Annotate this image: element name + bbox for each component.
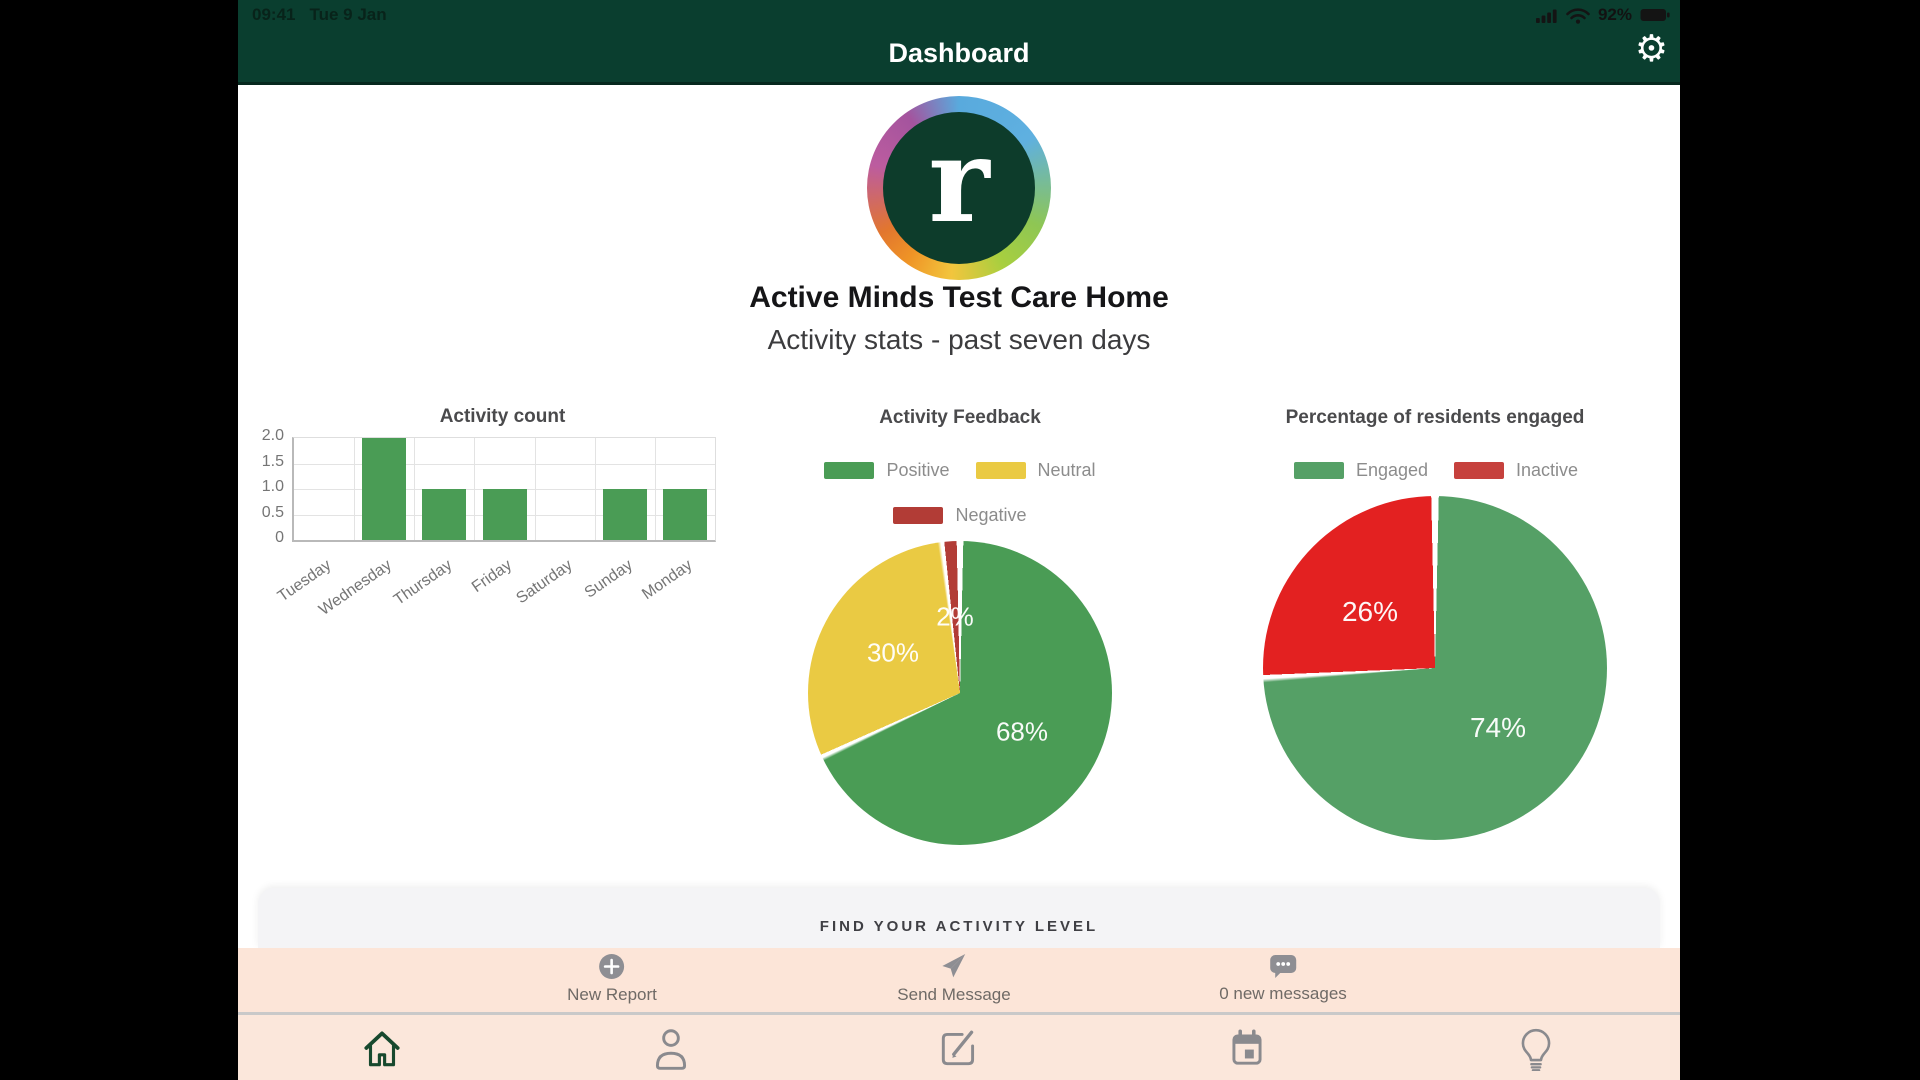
header-bar: 09:41 Tue 9 Jan 92% (238, 0, 1680, 85)
feedback-pie-title: Activity Feedback (879, 407, 1041, 428)
care-home-name: Active Minds Test Care Home (749, 281, 1169, 314)
legend-label: Neutral (1037, 460, 1096, 480)
status-indicators: 92% (1535, 5, 1670, 25)
find-activity-level-heading: FIND YOUR ACTIVITY LEVEL (819, 918, 1099, 935)
legend-item-neutral: Neutral (975, 460, 1096, 481)
stats-subtitle: Activity stats - past seven days (767, 324, 1151, 355)
activity-count-chart: Activity count 2.0 1.5 1.0 0.5 0 Tuesday Wedn… (262, 406, 716, 626)
wifi-icon (1566, 7, 1590, 24)
bar-friday (482, 489, 527, 540)
page-title: Dashboard (888, 38, 1030, 68)
legend-swatch (893, 507, 944, 524)
legend-label: Engaged (1355, 460, 1429, 480)
x-tick-label: Friday (468, 556, 516, 597)
x-tick-label: Monday (639, 556, 696, 604)
status-time: 09:41 (252, 5, 296, 24)
bar-chart-y-axis: 2.0 1.5 1.0 0.5 0 (238, 406, 284, 566)
gridline (294, 463, 715, 465)
bar-chart-x-axis: Tuesday Wednesday Thursday Friday Saturday Su… (275, 549, 713, 619)
bar-chart-plot-area (292, 437, 716, 542)
feedback-pie-chart (808, 541, 1112, 845)
gridline (474, 438, 476, 540)
bottom-tab-bar (238, 1012, 1680, 1080)
plus-circle-icon (599, 954, 625, 979)
y-tick-label: 0 (275, 529, 284, 546)
messages-label: 0 new messages (1219, 984, 1347, 1003)
person-icon (655, 1028, 686, 1070)
cellular-signal-icon (1535, 9, 1557, 23)
status-date: Tue 9 Jan (309, 5, 387, 24)
bar-thursday (422, 489, 467, 540)
legend-label: Inactive (1516, 460, 1579, 480)
engaged-pie-title: Percentage of residents engaged (1285, 407, 1585, 428)
battery-icon (1640, 9, 1670, 21)
y-tick-label: 1.5 (261, 452, 284, 470)
gridline (414, 438, 416, 540)
legend-item-engaged: Engaged (1293, 460, 1429, 481)
bar-monday (662, 489, 707, 540)
tab-home[interactable] (238, 1015, 526, 1080)
bar-wednesday (362, 438, 407, 540)
legend-swatch (1293, 462, 1344, 479)
legend-item-negative: Negative (893, 505, 1027, 526)
y-tick-label: 0.5 (261, 503, 284, 521)
status-time-date: 09:41 Tue 9 Jan (252, 5, 401, 25)
gridline (534, 438, 536, 540)
bar-chart-title: Activity count (439, 406, 566, 427)
send-message-label: Send Message (897, 985, 1011, 1004)
x-tick-label: Thursday (390, 556, 455, 609)
gridline (354, 438, 356, 540)
new-report-label: New Report (567, 985, 657, 1004)
messages-button[interactable]: 0 new messages (1219, 953, 1347, 1004)
legend-label: Positive (886, 460, 950, 480)
legend-item-inactive: Inactive (1454, 460, 1578, 481)
messages-icon (1269, 955, 1296, 978)
y-tick-label: 1.0 (261, 478, 284, 495)
calendar-icon (1232, 1028, 1262, 1065)
feedback-pie-legend: Positive Neutral Negative (780, 460, 1140, 526)
x-tick-label: Saturday (513, 556, 576, 608)
send-message-button[interactable]: Send Message (897, 953, 1011, 1005)
battery-percent-label: 92% (1597, 5, 1632, 24)
tab-reports[interactable] (815, 1015, 1103, 1080)
find-activity-level-sheet[interactable]: FIND YOUR ACTIVITY LEVEL (258, 888, 1660, 948)
engaged-pie-legend: Engaged Inactive (1236, 460, 1636, 481)
logo-letter: r (883, 112, 1035, 264)
legend-label: Negative (955, 505, 1027, 525)
app-window: 09:41 Tue 9 Jan 92% (238, 0, 1680, 1080)
legend-swatch (1454, 462, 1505, 479)
y-tick-label: 2.0 (261, 427, 284, 444)
bar-sunday (602, 489, 647, 540)
legend-item-positive: Positive (824, 460, 950, 481)
x-tick-label: Sunday (581, 556, 636, 602)
legend-swatch (824, 462, 875, 479)
engaged-pie-chart (1263, 496, 1607, 840)
home-icon (364, 1030, 400, 1066)
compose-icon (941, 1030, 975, 1065)
tab-calendar[interactable] (1103, 1015, 1391, 1080)
lightbulb-icon (1521, 1028, 1551, 1071)
tab-ideas[interactable] (1392, 1015, 1680, 1080)
app-logo: r (867, 96, 1051, 280)
gear-icon[interactable]: ⚙ (1634, 28, 1668, 69)
new-report-button[interactable]: New Report (567, 953, 657, 1005)
quick-actions-toolbar: New Report Send Message 0 new messages (238, 948, 1680, 1012)
tab-residents[interactable] (526, 1015, 814, 1080)
send-icon (942, 954, 966, 978)
gridline (654, 438, 656, 540)
legend-swatch (975, 462, 1026, 479)
gridline (594, 438, 596, 540)
